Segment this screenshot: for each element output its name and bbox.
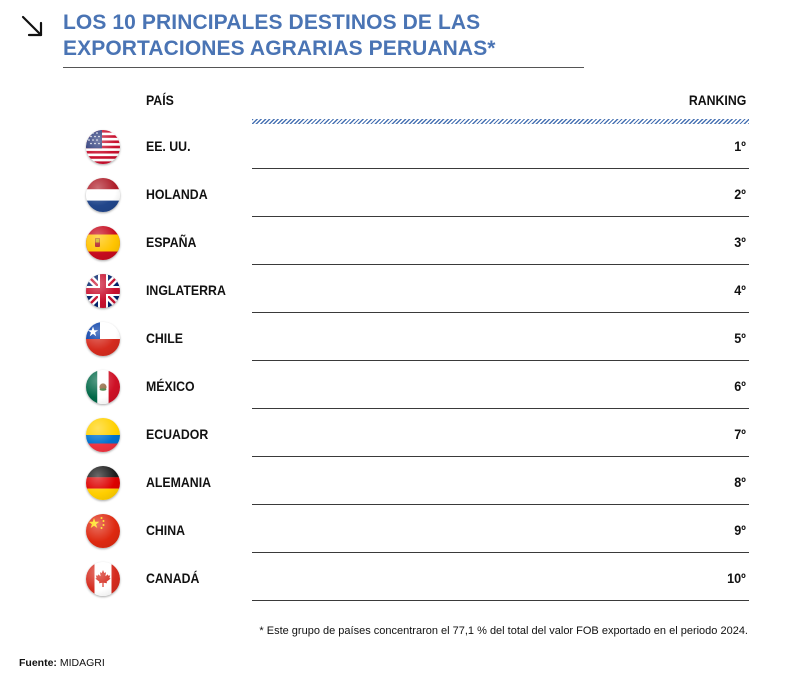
table-row: CANADÁ 10º bbox=[0, 553, 800, 601]
column-header-ranking: RANKING bbox=[688, 92, 746, 108]
row-divider bbox=[252, 456, 749, 457]
netherlands-flag-icon bbox=[86, 178, 120, 212]
china-flag-icon bbox=[86, 514, 120, 548]
rank-value: 6º bbox=[734, 378, 746, 394]
chile-flag-icon bbox=[86, 322, 120, 356]
row-divider bbox=[252, 600, 749, 601]
row-divider bbox=[252, 312, 749, 313]
table-row: HOLANDA 2º bbox=[0, 169, 800, 217]
row-divider bbox=[252, 360, 749, 361]
row-divider bbox=[252, 504, 749, 505]
country-name: MÉXICO bbox=[146, 378, 195, 394]
arrow-down-right-icon bbox=[21, 15, 43, 37]
rank-value: 3º bbox=[734, 234, 746, 250]
table-row: MÉXICO 6º bbox=[0, 361, 800, 409]
row-divider bbox=[252, 168, 749, 169]
rank-value: 10º bbox=[727, 570, 746, 586]
spain-flag-icon bbox=[86, 226, 120, 260]
row-divider bbox=[252, 552, 749, 553]
table-row: ESPAÑA 3º bbox=[0, 217, 800, 265]
source-line: Fuente: MIDAGRI bbox=[19, 656, 105, 670]
row-divider bbox=[252, 216, 749, 217]
table-row: INGLATERRA 4º bbox=[0, 265, 800, 313]
country-name: CHINA bbox=[146, 522, 186, 538]
mexico-flag-icon bbox=[86, 370, 120, 404]
ecuador-flag-icon bbox=[86, 418, 120, 452]
country-name: CHILE bbox=[146, 330, 183, 346]
row-divider bbox=[252, 408, 749, 409]
rank-value: 2º bbox=[734, 186, 746, 202]
country-name: ECUADOR bbox=[146, 426, 209, 442]
country-name: CANADÁ bbox=[146, 570, 200, 586]
country-name: ESPAÑA bbox=[146, 234, 197, 250]
column-header-country: PAÍS bbox=[146, 92, 174, 108]
title-divider bbox=[63, 67, 584, 68]
rank-value: 1º bbox=[734, 138, 746, 154]
header-hatched-rule bbox=[252, 119, 749, 124]
country-name: EE. UU. bbox=[146, 138, 191, 154]
table-row: ALEMANIA 8º bbox=[0, 457, 800, 505]
footnote: * Este grupo de países concentraron el 7… bbox=[259, 625, 748, 637]
row-divider bbox=[252, 264, 749, 265]
table-row: CHILE 5º bbox=[0, 313, 800, 361]
source-label: Fuente: bbox=[19, 657, 57, 669]
rank-value: 7º bbox=[734, 426, 746, 442]
table-row: CHINA 9º bbox=[0, 505, 800, 553]
table-row: ECUADOR 7º bbox=[0, 409, 800, 457]
ranking-table: EE. UU. 1º HOLANDA 2º ESPAÑA 3º bbox=[0, 121, 800, 601]
source-name: MIDAGRI bbox=[59, 657, 105, 669]
rank-value: 5º bbox=[734, 330, 746, 346]
page-title: LOS 10 PRINCIPALES DESTINOS DE LAS EXPOR… bbox=[63, 11, 496, 60]
country-name: INGLATERRA bbox=[146, 282, 226, 298]
germany-flag-icon bbox=[86, 466, 120, 500]
rank-value: 8º bbox=[734, 474, 746, 490]
rank-value: 9º bbox=[734, 522, 746, 538]
usa-flag-icon bbox=[86, 130, 120, 164]
canada-flag-icon bbox=[86, 562, 120, 596]
country-name: ALEMANIA bbox=[146, 474, 212, 490]
rank-value: 4º bbox=[734, 282, 746, 298]
uk-flag-icon bbox=[86, 274, 120, 308]
table-row: EE. UU. 1º bbox=[0, 121, 800, 169]
country-name: HOLANDA bbox=[146, 186, 208, 202]
